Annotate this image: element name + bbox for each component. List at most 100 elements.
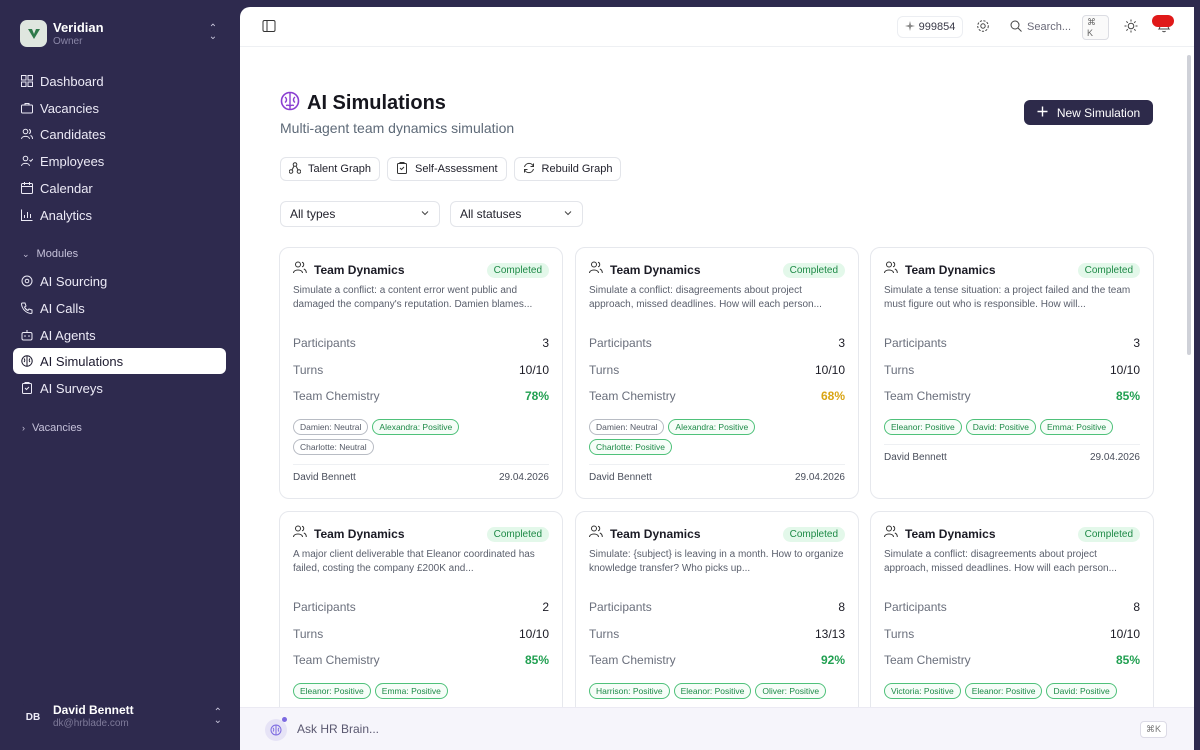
user-menu[interactable]: DB David Bennett dk@hrblade.com ⌃ ⌄ <box>20 700 230 734</box>
talent-graph-button[interactable]: Talent Graph <box>280 157 380 181</box>
sidebar-item-calendar[interactable]: Calendar <box>13 175 226 201</box>
vacancies-section-toggle[interactable]: › Vacancies <box>22 422 82 434</box>
rebuild-graph-button[interactable]: Rebuild Graph <box>513 157 622 181</box>
status-badge: Completed <box>486 526 549 542</box>
card-date: 29.04.2026 <box>794 472 845 483</box>
sidebar-item-ai-sourcing[interactable]: AI Sourcing <box>13 268 226 294</box>
sidebar-item-analytics[interactable]: Analytics <box>13 202 226 228</box>
chevrons-up-down-icon: ⌃ ⌄ <box>213 707 222 726</box>
chemistry-row: Team Chemistry 85% <box>293 653 549 669</box>
sidebar-item-vacancies[interactable]: Vacancies <box>13 95 226 121</box>
search-button[interactable]: Search... ⌘ K <box>1006 14 1109 40</box>
briefcase-icon <box>20 102 33 115</box>
card-author: David Bennett <box>293 472 356 483</box>
sidebar-item-ai-agents[interactable]: AI Agents <box>13 322 226 348</box>
simulation-card[interactable]: Team Dynamics Completed Simulate a confl… <box>279 247 563 499</box>
sidebar-toggle-icon[interactable] <box>262 19 276 33</box>
participant-tag: David: Positive <box>1046 683 1117 699</box>
scrollbar[interactable] <box>1187 55 1191 355</box>
gear-icon[interactable] <box>976 19 990 33</box>
chemistry-label: Team Chemistry <box>884 653 971 667</box>
chevron-down-icon <box>420 207 430 221</box>
chevron-right-icon: › <box>22 423 25 433</box>
status-filter-select[interactable]: All statuses <box>450 201 583 227</box>
page-header: AI Simulations <box>280 90 446 116</box>
participant-tags: Damien: Neutral Alexandra: Positive Char… <box>293 419 482 455</box>
turns-row: Turns 13/13 <box>589 627 845 643</box>
turns-value: 10/10 <box>814 363 845 377</box>
card-title: Team Dynamics <box>905 263 996 277</box>
sidebar-item-ai-calls[interactable]: AI Calls <box>13 295 226 321</box>
turns-value: 10/10 <box>518 363 549 377</box>
participants-value: 3 <box>1133 336 1140 350</box>
notifications-button[interactable] <box>1152 15 1176 33</box>
card-title: Team Dynamics <box>314 527 405 541</box>
main-panel: 999854 Search... ⌘ K AI Simulations Mult… <box>240 7 1194 750</box>
hr-brain-bar[interactable]: Ask HR Brain... ⌘K <box>240 707 1194 750</box>
status-badge: Completed <box>782 262 845 278</box>
simulation-card[interactable]: Team Dynamics Completed Simulate a tense… <box>870 247 1154 499</box>
page-title: AI Simulations <box>307 91 446 114</box>
simulation-card[interactable]: Team Dynamics Completed Simulate a confl… <box>575 247 859 499</box>
sidebar-item-label: Candidates <box>40 126 106 142</box>
chemistry-label: Team Chemistry <box>293 653 380 667</box>
credits-badge[interactable]: 999854 <box>897 16 963 38</box>
participants-row: Participants 8 <box>589 600 845 616</box>
participant-tag: Alexandra: Positive <box>668 419 756 435</box>
phone-icon <box>20 302 33 315</box>
participants-value: 3 <box>838 336 845 350</box>
card-header: Team Dynamics Completed <box>884 261 1140 279</box>
sidebar-item-ai-simulations[interactable]: AI Simulations <box>13 348 226 374</box>
participants-row: Participants 2 <box>293 600 549 616</box>
card-header: Team Dynamics Completed <box>589 261 845 279</box>
avatar: DB <box>20 704 46 730</box>
participants-label: Participants <box>293 600 356 614</box>
talent-graph-label: Talent Graph <box>308 163 371 175</box>
sidebar-item-dashboard[interactable]: Dashboard <box>13 68 226 94</box>
sourcing-icon <box>20 275 33 288</box>
chemistry-value: 85% <box>1115 389 1140 403</box>
participant-tag: Charlotte: Positive <box>589 439 672 455</box>
status-filter-value: All statuses <box>460 207 522 221</box>
card-header: Team Dynamics Completed <box>589 525 845 543</box>
sidebar-item-candidates[interactable]: Candidates <box>13 121 226 147</box>
type-filter-value: All types <box>290 207 336 221</box>
chevron-down-icon: ⌄ <box>22 248 30 259</box>
users-icon <box>884 525 898 543</box>
sidebar-item-label: Vacancies <box>40 100 100 116</box>
participant-tag: Victoria: Positive <box>884 683 961 699</box>
new-simulation-button[interactable]: New Simulation <box>1024 100 1153 125</box>
self-assessment-button[interactable]: Self-Assessment <box>386 157 507 181</box>
hr-brain-input[interactable]: Ask HR Brain... <box>297 722 380 736</box>
status-badge: Completed <box>486 262 549 278</box>
users-icon <box>293 261 307 279</box>
card-description: Simulate a conflict: disagreements about… <box>884 549 1117 574</box>
org-switcher[interactable]: Veridian Owner ⌃ ⌄ <box>20 19 228 49</box>
turns-label: Turns <box>884 363 915 377</box>
chevrons-up-down-icon: ⌃ ⌄ <box>208 23 218 42</box>
chemistry-value: 85% <box>1115 653 1140 667</box>
simulation-card[interactable]: Team Dynamics Completed Simulate: {subje… <box>575 511 859 741</box>
turns-value: 13/13 <box>814 627 845 641</box>
sun-icon[interactable] <box>1124 19 1138 33</box>
modules-section-toggle[interactable]: ⌄ Modules <box>22 248 78 260</box>
status-badge: Completed <box>782 526 845 542</box>
turns-row: Turns 10/10 <box>884 627 1140 643</box>
card-header: Team Dynamics Completed <box>884 525 1140 543</box>
participant-tags: Eleanor: Positive Emma: Positive <box>293 683 549 699</box>
sidebar-item-ai-surveys[interactable]: AI Surveys <box>13 375 226 401</box>
section-label: Modules <box>36 248 79 260</box>
users-icon <box>884 261 898 279</box>
chemistry-value: 78% <box>524 389 549 403</box>
dashboard-icon <box>20 75 33 88</box>
type-filter-select[interactable]: All types <box>280 201 440 227</box>
clipboard-icon <box>396 161 408 177</box>
sidebar-item-employees[interactable]: Employees <box>13 148 226 174</box>
plus-icon <box>1037 106 1048 120</box>
simulation-card[interactable]: Team Dynamics Completed Simulate a confl… <box>870 511 1154 741</box>
card-title: Team Dynamics <box>905 527 996 541</box>
turns-value: 10/10 <box>1109 363 1140 377</box>
participant-tag: Alexandra: Positive <box>372 419 460 435</box>
card-date: 29.04.2026 <box>1089 452 1140 463</box>
card-author: David Bennett <box>589 472 652 483</box>
